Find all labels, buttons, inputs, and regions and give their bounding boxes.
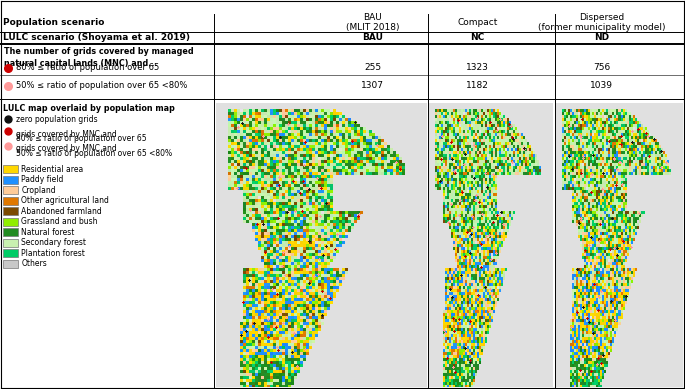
Text: LULC map overlaid by population map: LULC map overlaid by population map bbox=[3, 104, 175, 113]
FancyBboxPatch shape bbox=[3, 165, 18, 173]
Text: 80% ≤ ratio of population over 65: 80% ≤ ratio of population over 65 bbox=[16, 63, 159, 72]
Text: Paddy field: Paddy field bbox=[21, 175, 64, 184]
Text: 255: 255 bbox=[364, 63, 381, 72]
Text: Natural forest: Natural forest bbox=[21, 228, 75, 237]
Text: Cropland: Cropland bbox=[21, 186, 56, 195]
FancyBboxPatch shape bbox=[3, 228, 18, 236]
Text: 1039: 1039 bbox=[590, 81, 613, 90]
Text: LULC scenario (Shoyama et al. 2019): LULC scenario (Shoyama et al. 2019) bbox=[3, 33, 190, 42]
Text: 756: 756 bbox=[593, 63, 610, 72]
Text: Residential area: Residential area bbox=[21, 165, 84, 174]
Text: Other agricultural land: Other agricultural land bbox=[21, 196, 109, 205]
Text: ND: ND bbox=[594, 33, 609, 42]
FancyBboxPatch shape bbox=[3, 218, 18, 226]
Text: Dispersed
(former municipality model): Dispersed (former municipality model) bbox=[538, 13, 665, 32]
Text: 1182: 1182 bbox=[466, 81, 489, 90]
Text: 50% ≤ ratio of population over 65 <80%: 50% ≤ ratio of population over 65 <80% bbox=[16, 81, 187, 90]
FancyBboxPatch shape bbox=[3, 239, 18, 247]
Text: zero population grids: zero population grids bbox=[16, 115, 97, 124]
Text: Population scenario: Population scenario bbox=[3, 18, 105, 27]
FancyBboxPatch shape bbox=[3, 197, 18, 205]
Text: grids covered by MNC and: grids covered by MNC and bbox=[16, 130, 116, 138]
Text: NC: NC bbox=[471, 33, 484, 42]
Text: 50% ≤ ratio of population over 65 <80%: 50% ≤ ratio of population over 65 <80% bbox=[16, 149, 172, 158]
FancyBboxPatch shape bbox=[3, 260, 18, 268]
Text: 1323: 1323 bbox=[466, 63, 489, 72]
Text: 1307: 1307 bbox=[361, 81, 384, 90]
Text: grids covered by MNC and: grids covered by MNC and bbox=[16, 144, 116, 153]
FancyBboxPatch shape bbox=[3, 176, 18, 184]
Text: Grassland and bush: Grassland and bush bbox=[21, 217, 98, 226]
Text: Compact: Compact bbox=[458, 18, 497, 27]
Text: Others: Others bbox=[21, 259, 47, 268]
Text: BAU: BAU bbox=[362, 33, 383, 42]
FancyBboxPatch shape bbox=[3, 207, 18, 215]
FancyBboxPatch shape bbox=[3, 249, 18, 257]
Text: Abandoned farmland: Abandoned farmland bbox=[21, 207, 102, 216]
Text: The number of grids covered by managed
natural capital lands (MNC) and...: The number of grids covered by managed n… bbox=[4, 47, 194, 68]
Text: BAU
(MLIT 2018): BAU (MLIT 2018) bbox=[346, 13, 399, 32]
FancyBboxPatch shape bbox=[3, 186, 18, 194]
Text: 80% ≤ ratio of population over 65: 80% ≤ ratio of population over 65 bbox=[16, 134, 147, 143]
Text: Plantation forest: Plantation forest bbox=[21, 249, 85, 258]
Text: Secondary forest: Secondary forest bbox=[21, 238, 86, 247]
